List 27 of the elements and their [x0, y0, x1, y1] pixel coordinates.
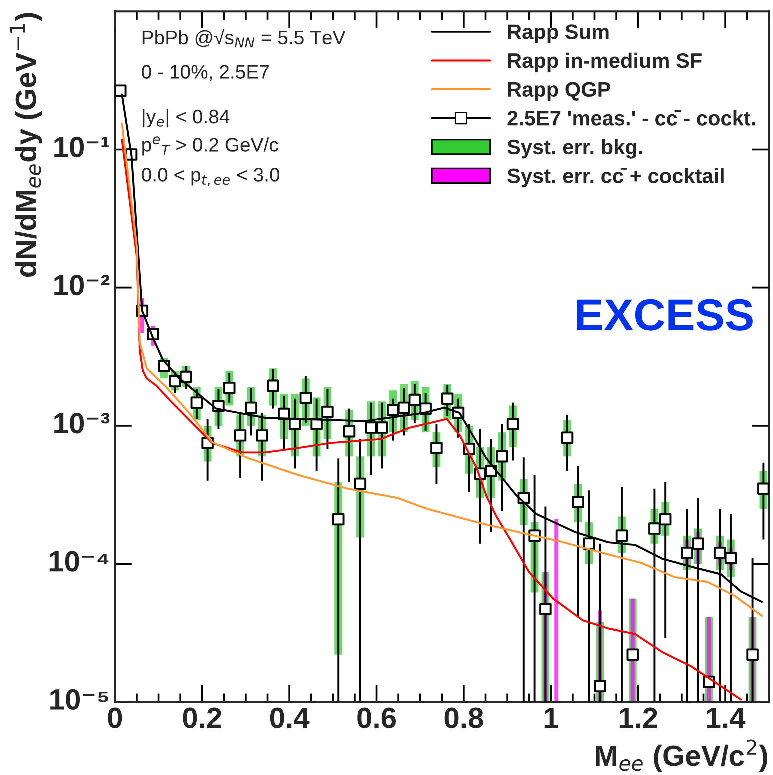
x-tick-label: 1	[544, 708, 558, 728]
y-axis-title: dN/dM$_{ee}$dy (GeV$^{−1}$)	[10, 13, 42, 278]
annotation: 0.0 < p$_{t,ee}$ < 3.0	[142, 168, 280, 186]
legend-label: Rapp in-medium SF	[508, 52, 702, 72]
x-tick-label: 1.2	[620, 708, 658, 728]
y-tick-label: 10⁻⁴	[50, 551, 109, 572]
annotation: PbPb @√s$_{NN}$ = 5.5 TeV	[142, 29, 346, 48]
annotation: EXCESS	[577, 299, 753, 331]
legend-label: Syst. err. cc̄ + cocktail	[508, 168, 724, 188]
y-tick-label: 10⁻⁵	[50, 689, 109, 710]
x-tick-label: 0.8	[444, 708, 484, 728]
x-tick-label: 1.4	[707, 708, 746, 728]
legend-label: Rapp QGP	[508, 82, 610, 102]
annotation: p$^{e}$$_{T}$ > 0.2 GeV/c	[142, 136, 278, 156]
legend-label: Rapp Sum	[508, 24, 609, 44]
y-tick-label: 10⁻¹	[54, 136, 110, 158]
annotation: 0 - 10%, 2.5E7	[142, 65, 269, 82]
y-tick-label: 10⁻³	[54, 413, 110, 434]
x-axis-title: M$_{ee}$ (GeV/c$^{2}$)	[596, 740, 768, 772]
y-tick-label: 10⁻²	[54, 275, 110, 296]
x-tick-label: 0.2	[183, 708, 222, 728]
x-tick-label: 0.4	[270, 708, 310, 728]
x-tick-label: 0	[108, 708, 122, 728]
x-tick-label: 0.6	[358, 708, 396, 728]
legend-label: Syst. err. bkg.	[508, 139, 642, 159]
annotation: |y$_{e}$| < 0.84	[143, 109, 230, 128]
legend-label: 2.5E7 'meas.' - cc̄ - cockt.	[508, 110, 756, 126]
